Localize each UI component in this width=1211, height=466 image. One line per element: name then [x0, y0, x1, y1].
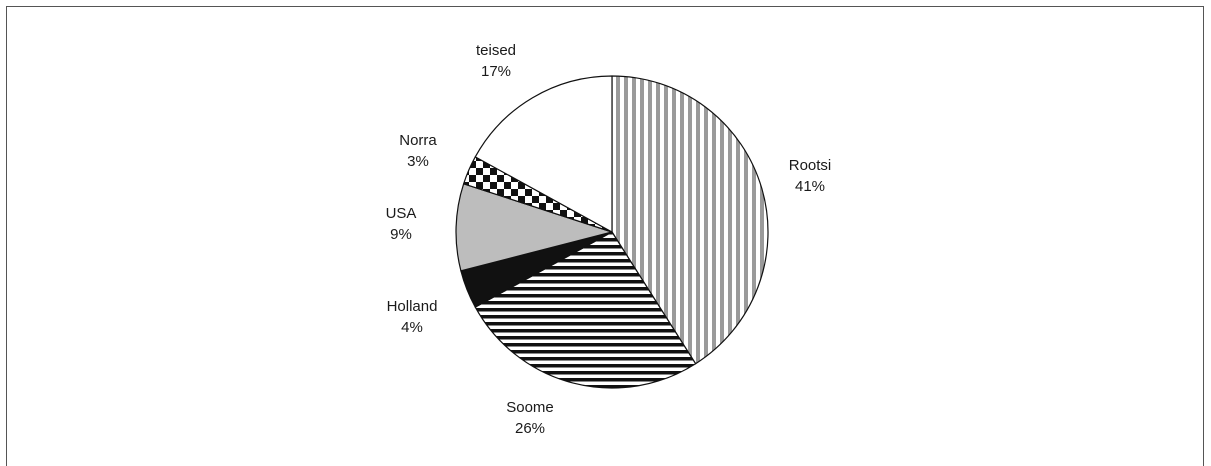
slice-name: teised: [476, 42, 516, 59]
slice-label-usa: USA 9%: [386, 205, 417, 243]
pie-slice-teised: [474, 75, 613, 233]
slice-percent: 17%: [481, 63, 511, 80]
pie-slice-usa: [455, 183, 613, 272]
slice-name: USA: [386, 205, 417, 222]
pie-labels: Rootsi 41% Soome 26% Holland 4% USA 9% Norra 3% te…: [386, 42, 832, 437]
pie-slices: [455, 75, 769, 389]
pie-slice-rootsi: [611, 75, 769, 365]
slice-label-holland: Holland 4%: [387, 298, 438, 336]
slice-label-teised: teised 17%: [476, 42, 516, 80]
slice-percent: 4%: [401, 319, 423, 336]
slice-percent: 9%: [390, 226, 412, 243]
slice-name: Norra: [399, 132, 437, 149]
slice-name: Soome: [506, 399, 554, 416]
slice-label-rootsi: Rootsi 41%: [789, 157, 832, 195]
slice-label-soome: Soome 26%: [506, 399, 554, 437]
slice-percent: 41%: [795, 178, 825, 195]
slice-percent: 3%: [407, 153, 429, 170]
slice-name: Holland: [387, 298, 438, 315]
slice-label-norra: Norra 3%: [399, 132, 437, 170]
pie-slice-soome: [474, 231, 697, 389]
slice-name: Rootsi: [789, 157, 832, 174]
slice-percent: 26%: [515, 420, 545, 437]
